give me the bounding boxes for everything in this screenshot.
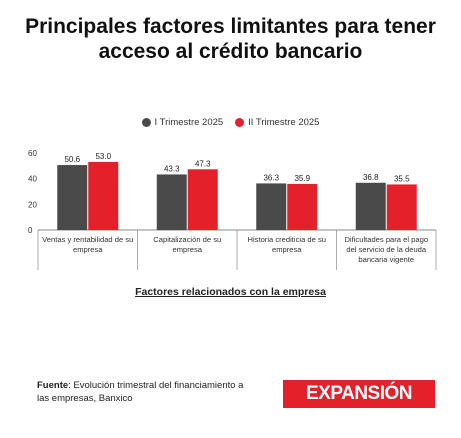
legend-item-series-2: II Trimestre 2025 <box>235 117 319 128</box>
bar-1 <box>156 174 187 230</box>
bar-1 <box>57 165 88 230</box>
y-tick-label: 20 <box>28 200 37 209</box>
data-label: 35.5 <box>394 174 410 183</box>
x-tick-label: Ventas y rentabilidad de su empresa <box>42 235 133 254</box>
data-label: 47.3 <box>195 159 211 168</box>
legend-item-series-1: I Trimestre 2025 <box>141 117 224 128</box>
data-label: 35.9 <box>294 174 310 183</box>
bar-chart: 0 20 40 60 Ventas y rentabilidad de su empres… <box>28 149 437 270</box>
legend-swatch-series-1 <box>141 118 151 127</box>
bar-2 <box>386 184 417 230</box>
expansion-logo: EXPANSIÓN <box>283 380 435 408</box>
bar-2 <box>88 161 119 230</box>
data-label: 36.3 <box>263 173 279 182</box>
source-label: Fuente <box>37 380 69 391</box>
legend-swatch-series-2 <box>235 118 245 127</box>
legend-label-series-1: I Trimestre 2025 <box>154 117 224 128</box>
y-tick-label: 60 <box>28 149 37 158</box>
x-axis-title: Factores relacionados con la empresa <box>135 286 326 298</box>
chart-title: Principales factores limitantes para ten… <box>25 15 436 63</box>
y-tick-label: 40 <box>28 175 37 184</box>
bar-1 <box>256 183 287 230</box>
data-label: 36.8 <box>363 173 379 182</box>
source-text: : Evolución trimestral del financiamient… <box>37 380 244 404</box>
data-label: 50.6 <box>64 155 80 164</box>
legend-label-series-2: II Trimestre 2025 <box>248 117 320 128</box>
bar-2 <box>287 183 318 230</box>
legend: I Trimestre 2025 II Trimestre 2025 <box>0 117 461 128</box>
bar-1 <box>355 182 386 230</box>
source-note: Fuente: Evolución trimestral del financi… <box>37 379 252 405</box>
data-label: 43.3 <box>164 164 180 173</box>
y-tick-label: 0 <box>28 226 33 235</box>
bar-2 <box>187 169 218 230</box>
data-label: 53.0 <box>95 152 111 161</box>
x-tick-label: Capitalización de su empresa <box>153 235 221 254</box>
x-tick-label: Historia crediticia de su empresa <box>248 235 327 254</box>
x-tick-label: Dificultades para el pago del servicio de… <box>344 235 428 264</box>
